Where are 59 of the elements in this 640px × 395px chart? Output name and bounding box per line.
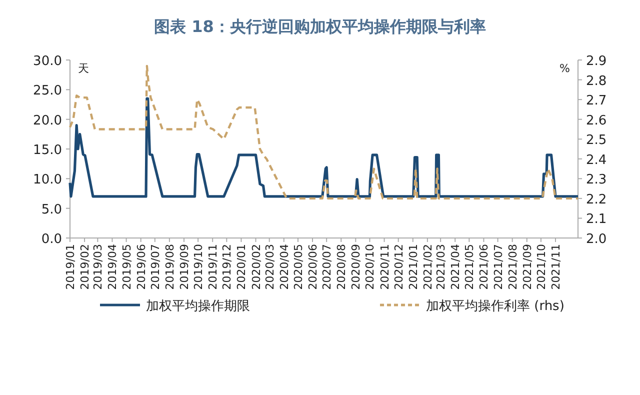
y2-tick-label: 2.0 xyxy=(586,232,607,247)
x-tick-label: 2020/07 xyxy=(320,244,334,290)
y2-tick-label: 2.2 xyxy=(586,192,607,208)
y2-tick-label: 2.7 xyxy=(586,94,607,109)
x-tick-label: 2021/05 xyxy=(463,244,476,290)
x-tick-label: 2020/11 xyxy=(378,244,392,290)
x-tick-label: 2019/02 xyxy=(78,244,92,290)
x-tick-label: 2021/03 xyxy=(434,244,448,290)
x-tick-label: 2019/09 xyxy=(178,244,191,290)
y2-tick-label: 2.4 xyxy=(586,152,607,168)
y2-tick-label: 2.1 xyxy=(586,212,607,228)
x-tick-label: 2020/12 xyxy=(392,244,406,290)
line-series xyxy=(68,64,580,200)
x-tick-label: 2019/10 xyxy=(192,244,206,290)
x-tick-label: 2019/08 xyxy=(163,244,176,290)
y-tick-label: 15.0 xyxy=(33,143,62,158)
x-tick-label: 2019/01 xyxy=(64,244,77,290)
y-tick-label: 25.0 xyxy=(33,84,62,99)
x-tick-label: 2019/06 xyxy=(134,244,148,290)
x-tick-label: 2020/09 xyxy=(350,244,363,290)
x-tick-label: 2019/03 xyxy=(92,244,105,290)
x-tick-label: 2021/06 xyxy=(478,244,491,290)
x-tick-label: 2020/01 xyxy=(235,244,248,290)
y-tick-label: 20.0 xyxy=(33,113,62,128)
y2-tick-label: 2.6 xyxy=(586,113,607,128)
x-tick-label: 2020/03 xyxy=(263,244,276,290)
x-tick-label: 2020/05 xyxy=(292,244,305,290)
x-tick-label: 2021/11 xyxy=(549,244,562,290)
x-tick-label: 2021/10 xyxy=(534,244,548,290)
x-tick-label: 2019/11 xyxy=(206,244,220,290)
x-tick-label: 2021/02 xyxy=(421,244,434,290)
line-series xyxy=(68,97,580,198)
x-tick-label: 2019/12 xyxy=(220,244,234,290)
x-tick-label: 2020/06 xyxy=(306,244,320,290)
y2-tick-label: 2.9 xyxy=(586,54,607,69)
chart-title: 图表 18：央行逆回购加权平均操作期限与利率 xyxy=(154,17,486,36)
y2-tick-label: 2.5 xyxy=(586,133,607,148)
y-tick-label: 0.0 xyxy=(41,232,62,247)
x-tick-label: 2020/02 xyxy=(250,244,263,290)
x-tick-label: 2020/10 xyxy=(364,244,377,290)
y2-tick-label: 2.8 xyxy=(586,74,607,89)
x-tick-label: 2021/01 xyxy=(406,244,420,290)
y-tick-label: 30.0 xyxy=(33,54,62,69)
x-tick-label: 2020/04 xyxy=(278,244,291,290)
x-tick-label: 2021/09 xyxy=(520,244,534,290)
y-tick-label: 10.0 xyxy=(33,172,62,188)
x-tick-label: 2019/04 xyxy=(106,244,120,290)
y2-tick-label: 2.3 xyxy=(586,172,607,188)
x-tick-label: 2019/05 xyxy=(120,244,134,290)
x-tick-label: 2020/08 xyxy=(335,244,348,290)
y-axis-title: 天 xyxy=(78,62,89,75)
y-tick-label: 5.0 xyxy=(41,202,62,218)
x-tick-label: 2021/07 xyxy=(492,244,505,290)
legend-label: 加权平均操作利率 (rhs) xyxy=(426,298,564,314)
x-tick-label: 2021/08 xyxy=(506,244,520,290)
legend-label: 加权平均操作期限 xyxy=(146,299,250,314)
x-tick-label: 2019/07 xyxy=(148,244,162,290)
y2-axis-title: % xyxy=(560,62,570,75)
x-tick-label: 2021/04 xyxy=(449,244,462,290)
